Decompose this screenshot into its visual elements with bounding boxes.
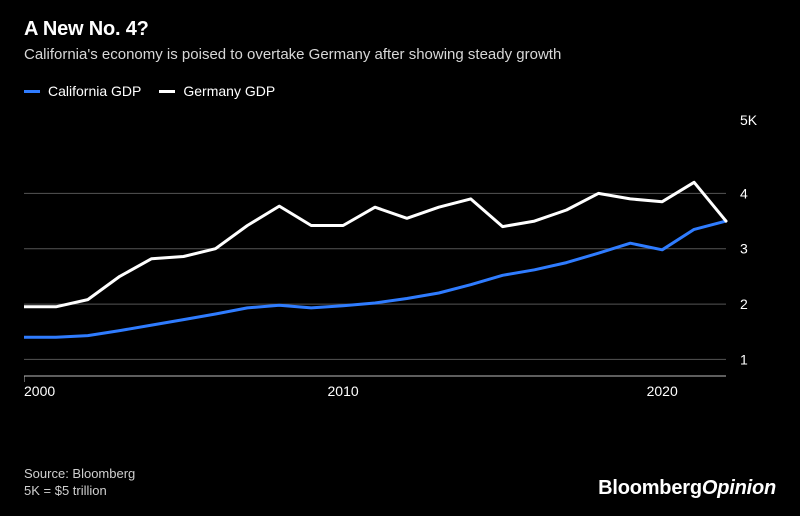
chart-footer: Source: Bloomberg 5K = $5 trillion Bloom…	[24, 465, 776, 500]
series-line	[24, 183, 726, 307]
chart-container: A New No. 4? California's economy is poi…	[0, 0, 800, 516]
y-tick-label: 1	[740, 352, 748, 368]
source-line-1: Source: Bloomberg	[24, 465, 135, 483]
y-top-label: 5K	[740, 112, 758, 128]
y-tick-label: 4	[740, 186, 748, 202]
source-line-2: 5K = $5 trillion	[24, 482, 135, 500]
source-note: Source: Bloomberg 5K = $5 trillion	[24, 465, 135, 500]
legend-label-california: California GDP	[48, 83, 141, 99]
plot-area: 1 2 3 4 5K 2000 2010 2020	[24, 109, 776, 404]
legend-item-germany: Germany GDP	[159, 83, 275, 99]
series-line	[24, 221, 726, 337]
chart-title: A New No. 4?	[24, 18, 776, 41]
legend-swatch-germany	[159, 90, 175, 93]
brand-wordmark: BloombergOpinion	[598, 477, 776, 500]
brand-opinion: Opinion	[702, 477, 776, 499]
x-tick-label: 2000	[24, 383, 55, 399]
chart-subtitle: California's economy is poised to overta…	[24, 45, 776, 65]
x-tick-label: 2010	[328, 383, 359, 399]
x-tick-label: 2020	[647, 383, 678, 399]
legend: California GDP Germany GDP	[24, 83, 776, 99]
y-tick-label: 2	[740, 296, 748, 312]
brand-bloomberg: Bloomberg	[598, 477, 702, 499]
chart-svg: 1 2 3 4 5K 2000 2010 2020	[24, 109, 776, 404]
legend-label-germany: Germany GDP	[183, 83, 275, 99]
legend-swatch-california	[24, 90, 40, 93]
legend-item-california: California GDP	[24, 83, 141, 99]
y-tick-label: 3	[740, 241, 748, 257]
